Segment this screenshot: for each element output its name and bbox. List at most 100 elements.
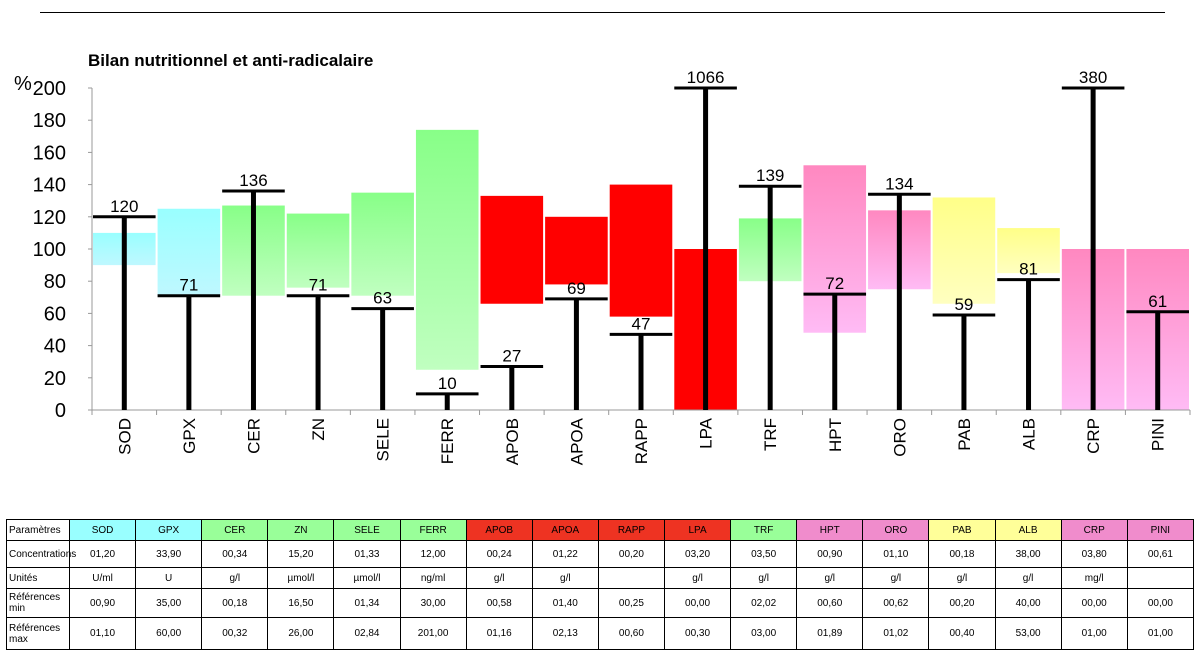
value-label: 10 xyxy=(438,374,457,393)
table-cell: g/l xyxy=(994,567,1062,589)
table-cell: mg/l xyxy=(1060,567,1128,589)
table-cell: 01,89 xyxy=(796,617,864,650)
table-cell: 00,18 xyxy=(201,588,269,618)
table-cell: 00,60 xyxy=(796,588,864,618)
row-label: Références max xyxy=(6,617,70,650)
table-cell: 26,00 xyxy=(267,617,335,650)
top-rule xyxy=(40,12,1165,13)
table-cell: g/l xyxy=(862,567,930,589)
table-cell: 00,34 xyxy=(201,540,269,568)
x-category-label: RAPP xyxy=(632,418,651,464)
x-category-label: TRF xyxy=(761,418,780,451)
table-cell: 01,16 xyxy=(465,617,533,650)
chart-title: Bilan nutritionnel et anti-radicalaire xyxy=(88,51,373,70)
table-cell: g/l xyxy=(730,567,798,589)
x-category-label: GPX xyxy=(180,418,199,454)
range-chart: Bilan nutritionnel et anti-radicalaire %… xyxy=(14,51,1191,465)
reference-range-box xyxy=(157,208,221,296)
parameter-header: RAPP xyxy=(597,519,665,541)
x-category-label: CRP xyxy=(1084,418,1103,454)
table-cell: 16,50 xyxy=(267,588,335,618)
table-cell: ng/ml xyxy=(399,567,467,589)
table-cell: 00,00 xyxy=(1060,588,1128,618)
table-cell: 53,00 xyxy=(994,617,1062,650)
parameter-header: ALB xyxy=(994,519,1062,541)
table-cell: 02,13 xyxy=(531,617,599,650)
table-cell: 00,30 xyxy=(663,617,732,650)
y-tick-label: 140 xyxy=(33,175,66,197)
y-axis-label: % xyxy=(14,73,32,95)
table-row: Paramètres SOD GPX CER ZN SELE FERR APOB APOA RAP… xyxy=(6,519,1195,541)
table-cell: 00,61 xyxy=(1126,540,1195,568)
table-cell: 201,00 xyxy=(399,617,467,650)
value-label: 69 xyxy=(567,279,586,298)
table-cell: g/l xyxy=(465,567,533,589)
reference-range-box xyxy=(415,129,479,370)
table-cell: µmol/l xyxy=(333,567,401,589)
table-cell: 01,20 xyxy=(68,540,137,568)
table-cell: 00,32 xyxy=(201,617,269,650)
table-cell: 00,90 xyxy=(796,540,864,568)
parameter-header: PAB xyxy=(928,519,996,541)
value-label: 72 xyxy=(825,274,844,293)
table-cell: 01,33 xyxy=(333,540,401,568)
value-label: 47 xyxy=(632,314,651,333)
table-cell: 01,00 xyxy=(1060,617,1128,650)
table-cell xyxy=(1126,567,1195,589)
value-label: 61 xyxy=(1148,292,1167,311)
value-label: 59 xyxy=(954,295,973,314)
row-label: Unités xyxy=(6,567,70,589)
table-cell: 01,02 xyxy=(862,617,930,650)
y-tick-label: 0 xyxy=(55,400,66,422)
table-row: Concentrations 01,20 33,90 00,34 15,20 01,33 1… xyxy=(6,540,1195,568)
table-cell: 00,25 xyxy=(597,588,665,618)
table-cell: 00,24 xyxy=(465,540,533,568)
x-category-label: APOA xyxy=(567,417,586,465)
table-cell: g/l xyxy=(201,567,269,589)
value-label: 136 xyxy=(239,171,267,190)
parameter-header: ORO xyxy=(862,519,930,541)
value-label: 134 xyxy=(885,174,913,193)
y-tick-label: 200 xyxy=(33,78,66,100)
table-cell: 01,34 xyxy=(333,588,401,618)
parameter-header: APOA xyxy=(531,519,599,541)
y-tick-label: 20 xyxy=(44,368,66,390)
table-cell: 00,60 xyxy=(597,617,665,650)
table-cell: 30,00 xyxy=(399,588,467,618)
value-label: 71 xyxy=(309,276,328,295)
reference-range-box xyxy=(932,197,996,304)
table-cell: 02,02 xyxy=(730,588,798,618)
table-cell: 00,18 xyxy=(928,540,996,568)
table-cell: 00,20 xyxy=(597,540,665,568)
parameter-header: APOB xyxy=(465,519,533,541)
table-cell: 15,20 xyxy=(267,540,335,568)
parameter-header: HPT xyxy=(796,519,864,541)
table-cell: 02,84 xyxy=(333,617,401,650)
x-category-label: ORO xyxy=(890,418,909,457)
table-cell: 40,00 xyxy=(994,588,1062,618)
table-cell: 00,58 xyxy=(465,588,533,618)
table-cell: 03,50 xyxy=(730,540,798,568)
table-cell: 01,40 xyxy=(531,588,599,618)
table-cell: 12,00 xyxy=(399,540,467,568)
parameter-header: FERR xyxy=(399,519,467,541)
table-cell: 01,22 xyxy=(531,540,599,568)
reference-range-box xyxy=(286,213,350,288)
table-cell: 38,00 xyxy=(994,540,1062,568)
table-cell: U/ml xyxy=(68,567,137,589)
parameter-header: GPX xyxy=(135,519,203,541)
y-tick-label: 60 xyxy=(44,303,66,325)
value-label: 71 xyxy=(179,276,198,295)
x-category-label: SOD xyxy=(115,418,134,455)
value-label: 81 xyxy=(1019,260,1038,279)
table-cell: 60,00 xyxy=(135,617,203,650)
table-cell: 01,10 xyxy=(862,540,930,568)
table-cell: 00,90 xyxy=(68,588,137,618)
table-cell: 01,00 xyxy=(1126,617,1195,650)
table-row: Références max 01,10 60,00 00,32 26,00 02,84 2… xyxy=(6,617,1195,650)
x-category-label: FERR xyxy=(438,418,457,464)
y-tick-label: 160 xyxy=(33,142,66,164)
parameter-header: SELE xyxy=(333,519,401,541)
table-cell: g/l xyxy=(796,567,864,589)
